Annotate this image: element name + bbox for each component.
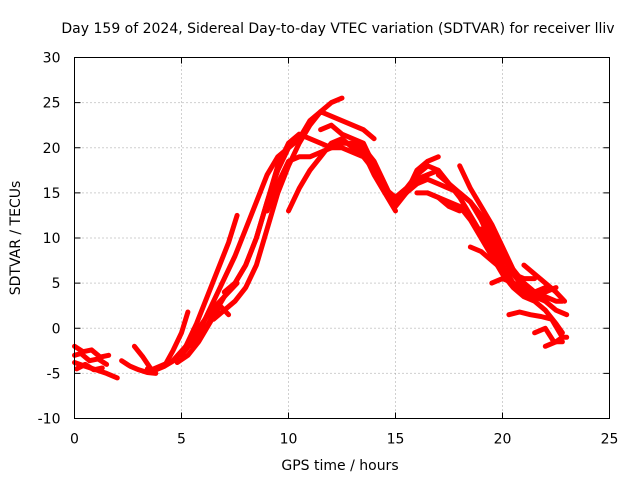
satellite-arc-23 <box>467 244 538 282</box>
x-tick-label: 5 <box>177 432 186 448</box>
y-tick-label: 5 <box>52 276 61 292</box>
y-tick-label: 30 <box>43 51 61 67</box>
y-tick-label: 15 <box>43 186 61 202</box>
satellite-arc-2 <box>72 343 112 360</box>
satellite-arc-26 <box>506 309 565 340</box>
satellite-arc-20 <box>425 190 463 214</box>
y-tick-label: 0 <box>52 321 61 337</box>
x-axis-label: GPS time / hours <box>281 458 398 474</box>
satellite-arc-5 <box>119 358 159 376</box>
grid-lines <box>74 57 610 419</box>
satellite-arc-15 <box>286 136 398 214</box>
series-layer <box>72 95 570 381</box>
satellite-arc-3 <box>72 351 110 367</box>
y-tick-label: 20 <box>43 141 61 157</box>
y-axis-label: SDTVAR / TECUs <box>8 181 24 296</box>
y-axis: -10 -5 0 5 10 15 20 25 30 <box>38 51 610 428</box>
satellite-arc-12 <box>211 95 345 322</box>
y-tick-label: 10 <box>43 231 61 247</box>
chart-title: Day 159 of 2024, Sidereal Day-to-day VTE… <box>61 21 614 37</box>
satellite-arc-8 <box>153 309 191 373</box>
satellite-arc-21 <box>435 172 548 304</box>
x-tick-label: 15 <box>387 432 405 448</box>
satellite-arc-29 <box>542 334 570 349</box>
x-tick-label: 25 <box>601 432 619 448</box>
y-tick-label: -10 <box>38 412 61 428</box>
satellite-arc-24 <box>478 226 570 318</box>
satellite-arc-27 <box>521 262 568 304</box>
x-axis: 0 5 10 15 20 25 <box>70 57 619 448</box>
satellite-arc-25 <box>489 276 565 304</box>
y-tick-label: -5 <box>47 366 61 382</box>
satellite-arc-4 <box>74 361 105 373</box>
x-tick-label: 20 <box>494 432 512 448</box>
y-tick-label: 25 <box>43 96 61 112</box>
satellite-arc-10 <box>179 109 377 358</box>
x-tick-label: 0 <box>70 432 79 448</box>
x-tick-label: 10 <box>280 432 298 448</box>
satellite-arc-19 <box>414 190 565 336</box>
satellite-arc-16 <box>318 122 452 200</box>
